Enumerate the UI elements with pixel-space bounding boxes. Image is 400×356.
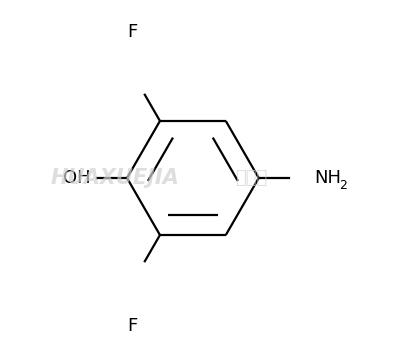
Text: NH: NH [314,169,341,187]
Text: HUAXUEJIA: HUAXUEJIA [50,168,179,188]
Text: F: F [127,23,138,41]
Text: 化学加: 化学加 [236,169,268,187]
Text: F: F [127,317,138,335]
Text: 2: 2 [340,179,348,192]
Text: OH: OH [63,169,91,187]
